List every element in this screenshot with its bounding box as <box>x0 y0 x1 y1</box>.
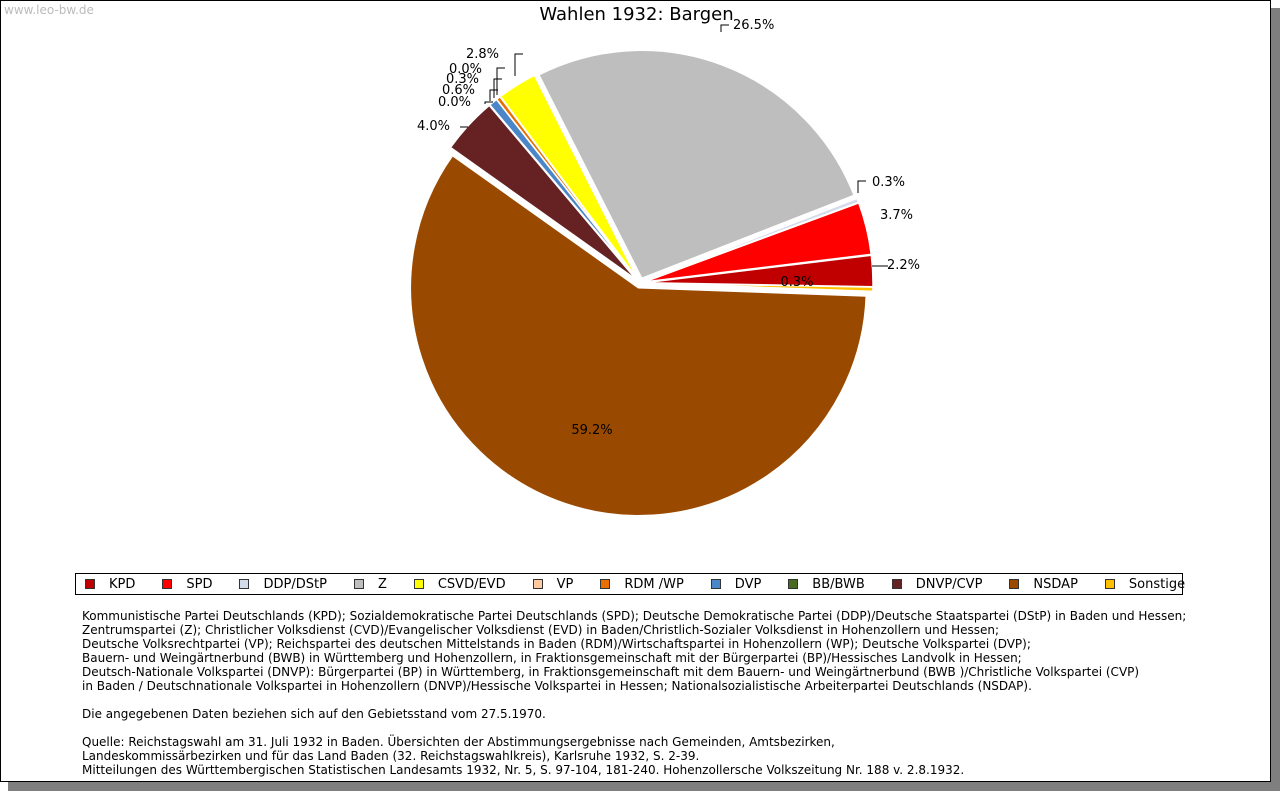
chart-legend: KPD SPD DDP/DStP Z CSVD/EVD VP RDM /WP DVP BB/BW… <box>75 573 1186 595</box>
legend-label: Z <box>377 576 387 592</box>
legend-item-vp: VP <box>532 576 574 592</box>
legend-label: Sonstige <box>1128 576 1186 592</box>
label-leader-line <box>720 24 729 32</box>
legend-swatch <box>413 579 424 589</box>
data-label-z: 26.5% <box>733 18 774 33</box>
legend-swatch <box>1104 579 1115 589</box>
legend-swatch <box>1009 579 1020 589</box>
pie-slice-z <box>537 49 856 280</box>
pie-slice-dnvp-cvp <box>449 104 637 281</box>
data-label-bb-bwb: 0.0% <box>438 95 471 110</box>
data-label-dvp: 0.6% <box>442 83 475 98</box>
legend-item-dnvp-cvp: DNVP/CVP <box>891 576 983 592</box>
pie-slice-nsdap <box>409 154 868 517</box>
legend-label: CSVD/EVD <box>437 576 506 592</box>
legend-item-spd: SPD <box>162 577 212 592</box>
legend-label: KPD <box>109 576 136 592</box>
legend-item-kpd: KPD <box>85 577 135 592</box>
legend-label: DVP <box>734 576 762 592</box>
pie-chart: 2.2%3.7%0.3%26.5%2.8%0.0%0.3%0.6%0.0%4.0… <box>409 18 920 517</box>
legend-swatch <box>788 579 799 589</box>
data-label-dnvp-cvp: 4.0% <box>417 119 450 134</box>
note-line: Kommunistische Partei Deutschlands (KPD)… <box>82 609 1187 623</box>
legend-swatch <box>162 579 173 589</box>
legend-label: DDP/DStP <box>263 576 327 592</box>
data-label-kpd: 2.2% <box>887 258 920 273</box>
data-label-ddp-dstp: 0.3% <box>872 175 905 190</box>
legend-item-rdm-wp: RDM /WP <box>600 576 684 592</box>
legend-swatch <box>600 579 611 589</box>
legend-label: DNVP/CVP <box>915 576 983 592</box>
note-line: in Baden / Deutschnationale Volkspartei … <box>82 679 1032 693</box>
data-label-spd: 3.7% <box>880 208 913 223</box>
frame-shadow-bottom <box>8 782 1280 791</box>
data-label-rdm-wp: 0.3% <box>446 72 479 87</box>
legend-item-bb-bwb: BB/BWB <box>788 576 865 592</box>
legend-item-sonstige: Sonstige <box>1104 576 1186 592</box>
legend-swatch <box>532 579 543 589</box>
pie-slice-ddp-dstp <box>644 197 860 282</box>
data-label-sonstige: 0.3% <box>780 275 813 290</box>
note-line: Zentrumspartei (Z); Christlicher Volksdi… <box>82 623 1000 637</box>
legend-label: NSDAP <box>1033 576 1078 592</box>
source-line: Landeskommissärbezirken und für das Land… <box>82 749 700 763</box>
frame-shadow-right <box>1271 8 1280 791</box>
note-line: Deutsch-Nationale Volkspartei (DNVP): Bü… <box>82 665 1140 679</box>
party-notes: Kommunistische Partei Deutschlands (KPD)… <box>82 609 1232 777</box>
chart-title: Wahlen 1932: Bargen <box>539 4 734 25</box>
legend-swatch <box>710 579 721 589</box>
legend-item-z: Z <box>353 576 387 592</box>
data-label-nsdap: 59.2% <box>571 423 612 438</box>
legend-item-nsdap: NSDAP <box>1009 577 1078 592</box>
source-line: Mitteilungen des Württembergischen Stati… <box>82 763 965 777</box>
legend-label: VP <box>556 576 574 592</box>
data-label-vp: 0.0% <box>449 62 482 77</box>
legend-item-dvp: DVP <box>710 576 762 592</box>
source-line: Quelle: Reichstagswahl am 31. Juli 1932 … <box>82 735 835 749</box>
territory-date-note: Die angegebenen Daten beziehen sich auf … <box>82 707 546 721</box>
legend-swatch <box>239 579 250 589</box>
pie-slice-sonstige <box>644 282 874 293</box>
legend-swatch <box>353 579 364 589</box>
note-line: Deutsche Volksrechtpartei (VP); Reichspa… <box>82 637 1031 651</box>
label-leader-line <box>496 67 505 95</box>
legend-label: SPD <box>186 576 213 592</box>
legend-label: RDM /WP <box>624 576 684 592</box>
legend-label: BB/BWB <box>812 576 865 592</box>
legend-swatch <box>85 579 95 589</box>
legend-item-csvd-evd: CSVD/EVD <box>413 576 506 592</box>
data-label-csvd-evd: 2.8% <box>466 47 499 62</box>
label-leader-line <box>857 180 866 193</box>
legend-swatch <box>891 579 902 589</box>
label-leader-line <box>514 53 523 76</box>
label-leader-line <box>489 89 498 101</box>
note-line: Bauern- und Weingärtnerbund (BWB) in Wür… <box>82 651 1022 665</box>
watermark: www.leo-bw.de <box>4 3 94 17</box>
label-leader-line <box>484 101 493 104</box>
legend-item-ddp-dstp: DDP/DStP <box>239 576 327 592</box>
label-leader-line <box>493 78 502 98</box>
